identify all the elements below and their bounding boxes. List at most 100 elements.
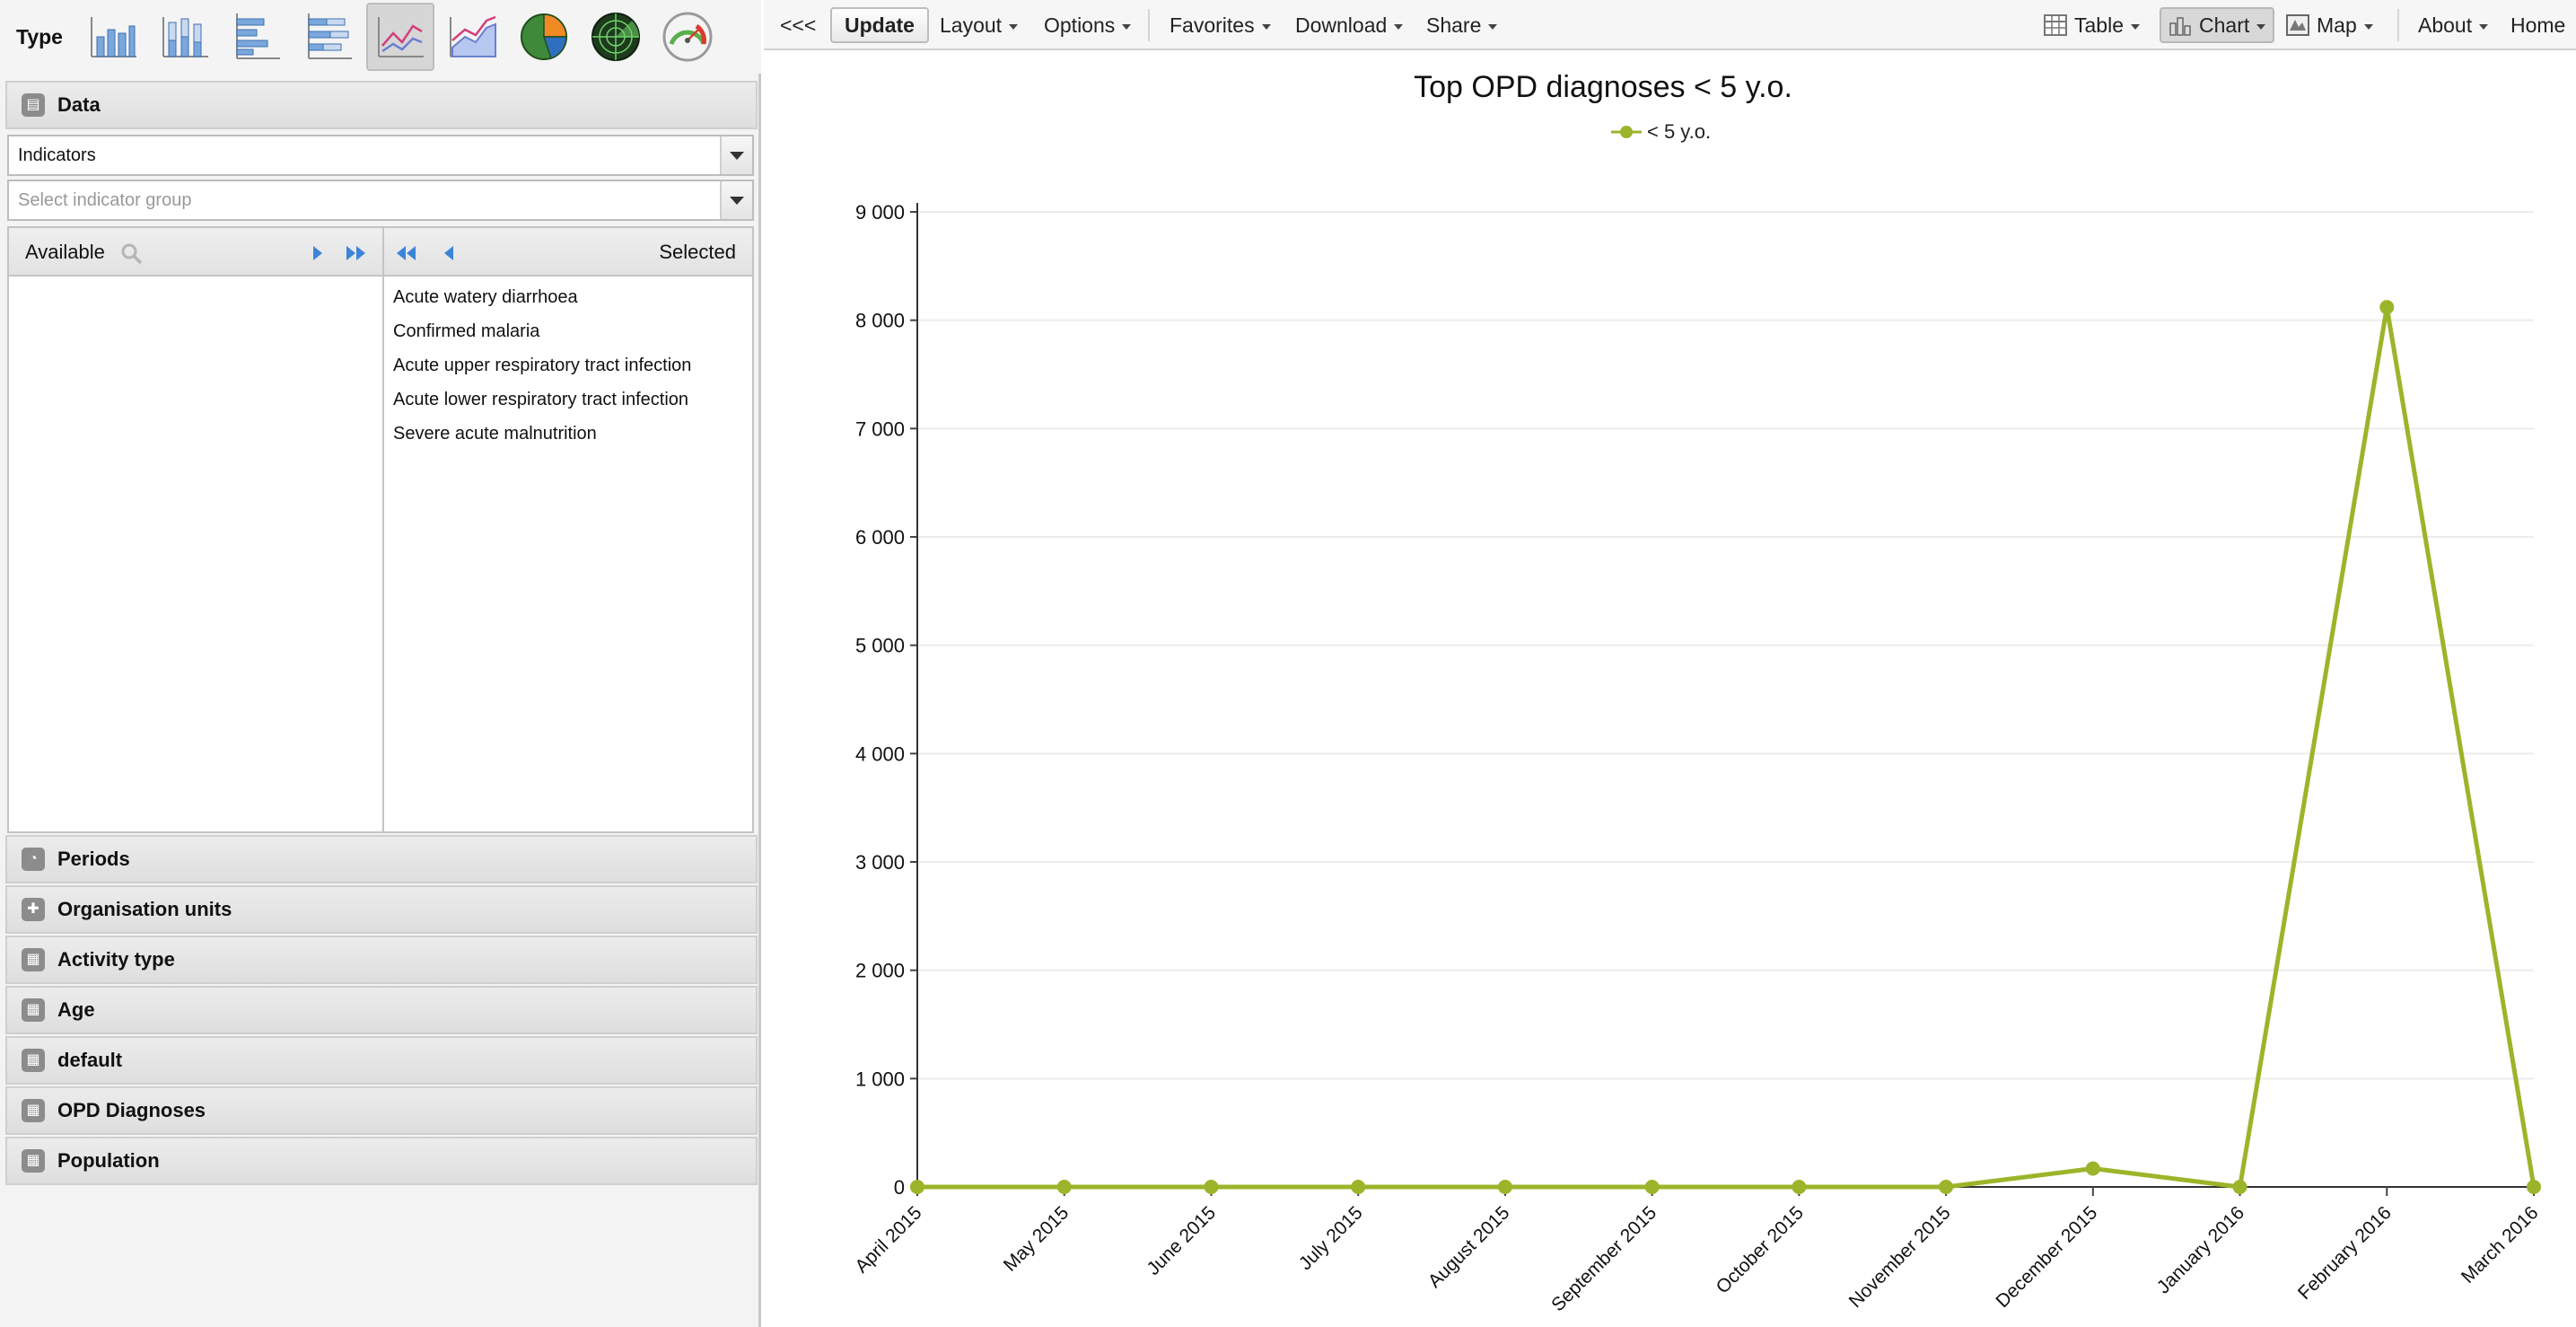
toolbar-separator: [2397, 9, 2399, 41]
layout-menu[interactable]: Layout: [940, 7, 1019, 43]
x-tick-label: September 2015: [1547, 1202, 1660, 1315]
selected-item[interactable]: Severe acute malnutrition: [393, 424, 597, 444]
y-tick-label: 8 000: [855, 310, 905, 332]
select-all-icon[interactable]: [343, 242, 370, 264]
stacked-column-chart-icon: [162, 17, 208, 57]
share-menu[interactable]: Share: [1426, 7, 1498, 43]
y-tick-label: 9 000: [855, 201, 905, 224]
chart-legend[interactable]: < 5 y.o.: [1611, 120, 1711, 144]
download-menu[interactable]: Download: [1295, 7, 1404, 43]
caret-down-icon: [1261, 23, 1271, 30]
age-section-header[interactable]: ▦ Age: [5, 986, 758, 1034]
y-tick-label: 7 000: [855, 417, 905, 440]
section-title: Activity type: [57, 948, 175, 971]
home-link[interactable]: Home: [2510, 13, 2566, 37]
about-menu[interactable]: About: [2418, 7, 2489, 43]
stacked-bar-chart-icon: [308, 13, 352, 59]
radar-chart-button[interactable]: [582, 3, 650, 71]
select-one-icon[interactable]: [307, 242, 329, 264]
data-section-header[interactable]: ▤ Data: [5, 81, 758, 129]
data-type-value: Indicators: [18, 145, 96, 165]
deselect-one-icon[interactable]: [438, 242, 460, 264]
selected-item[interactable]: Confirmed malaria: [393, 321, 540, 341]
favorites-menu[interactable]: Favorites: [1170, 7, 1271, 43]
chart-icon: [2169, 17, 2191, 36]
selector-header: Available: [9, 228, 752, 831]
grid-icon: ▦: [22, 1149, 45, 1173]
layout-label: Layout: [940, 13, 1003, 37]
caret-down-icon: [1009, 23, 1019, 30]
y-tick-label: 4 000: [855, 743, 905, 765]
grid-icon: ▦: [22, 998, 45, 1022]
selected-item[interactable]: Acute watery diarrhoea: [393, 287, 578, 307]
x-tick-label: January 2016: [2153, 1202, 2248, 1297]
line-chart-button[interactable]: [366, 3, 434, 71]
caret-down-icon: [1122, 23, 1132, 30]
type-label: Type: [16, 24, 63, 48]
share-label: Share: [1426, 13, 1482, 37]
x-tick-label: December 2015: [1992, 1202, 2101, 1312]
indicator-group-placeholder: Select indicator group: [18, 189, 192, 210]
organisation-units-section-header[interactable]: ✚ Organisation units: [5, 885, 758, 934]
selected-item[interactable]: Acute lower respiratory tract infection: [393, 390, 689, 409]
activity-type-section-header[interactable]: ▦ Activity type: [5, 936, 758, 984]
data-icon: ▤: [22, 93, 45, 117]
deselect-all-icon[interactable]: [393, 242, 420, 264]
grid-icon: ▦: [22, 1099, 45, 1122]
selector-divider: [382, 228, 384, 831]
line-chart-icon: [378, 17, 424, 57]
y-tick-label: 5 000: [855, 635, 905, 657]
selected-item[interactable]: Acute upper respiratory tract infection: [393, 356, 692, 375]
indicator-group-select[interactable]: Select indicator group: [7, 180, 754, 221]
gauge-chart-button[interactable]: [653, 3, 722, 71]
data-point: [2232, 1180, 2247, 1194]
section-title: Periods: [57, 848, 130, 870]
data-point: [2379, 300, 2395, 315]
area-chart-icon: [450, 15, 496, 57]
chart-button[interactable]: Chart: [2160, 7, 2275, 43]
left-panel: Type: [0, 0, 761, 1327]
chevron-down-icon[interactable]: [720, 136, 752, 174]
search-icon[interactable]: [120, 242, 144, 266]
map-button[interactable]: Map: [2286, 7, 2373, 43]
population-section-header[interactable]: ▦ Population: [5, 1137, 758, 1185]
data-point: [1204, 1180, 1219, 1194]
grid-icon: ▦: [22, 1049, 45, 1072]
x-tick-label: May 2015: [1000, 1202, 1073, 1275]
pie-chart-button[interactable]: [510, 3, 578, 71]
download-label: Download: [1295, 13, 1388, 37]
stacked-column-chart-button[interactable]: [151, 3, 219, 71]
legend-label: < 5 y.o.: [1647, 120, 1712, 143]
data-point: [1644, 1180, 1660, 1194]
data-point: [1939, 1180, 1954, 1194]
default-section-header[interactable]: ▦ default: [5, 1036, 758, 1085]
section-title: Population: [57, 1149, 160, 1172]
bar-chart-icon: [236, 13, 280, 59]
column-chart-button[interactable]: [79, 3, 147, 71]
gauge-chart-icon: [662, 12, 713, 62]
update-button[interactable]: Update: [830, 7, 929, 43]
clock-icon: ◔: [22, 848, 45, 871]
section-title: OPD Diagnoses: [57, 1099, 206, 1121]
data-point: [2085, 1161, 2100, 1176]
table-button[interactable]: Table: [2044, 7, 2140, 43]
area-chart-button[interactable]: [438, 3, 506, 71]
x-tick-label: August 2015: [1424, 1202, 1514, 1292]
chevron-down-icon[interactable]: [720, 181, 752, 219]
chart-type-bar: Type: [0, 0, 761, 74]
table-label: Table: [2074, 13, 2124, 37]
options-menu[interactable]: Options: [1044, 7, 1132, 43]
periods-section-header[interactable]: ◔ Periods: [5, 835, 758, 883]
y-tick-label: 1 000: [855, 1068, 905, 1090]
bar-chart-button[interactable]: [223, 3, 291, 71]
stacked-bar-chart-button[interactable]: [294, 3, 363, 71]
data-point: [1056, 1180, 1072, 1194]
opd-diagnoses-section-header[interactable]: ▦ OPD Diagnoses: [5, 1086, 758, 1135]
data-point: [2527, 1180, 2541, 1194]
table-icon: [2044, 14, 2067, 36]
data-type-select[interactable]: Indicators: [7, 135, 754, 176]
caret-down-icon: [2256, 23, 2266, 30]
y-tick-label: 0: [894, 1176, 905, 1199]
chart-title: Top OPD diagnoses < 5 y.o.: [1414, 70, 1792, 104]
collapse-panel-button[interactable]: <<<: [780, 13, 817, 37]
